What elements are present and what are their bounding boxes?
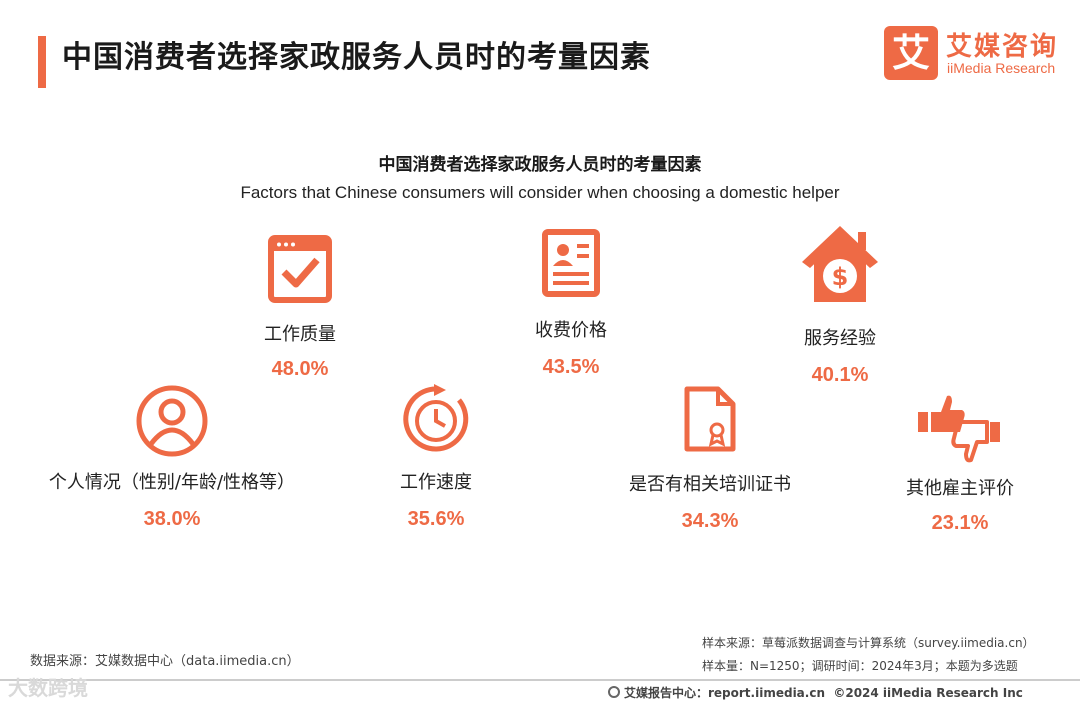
factor-label: 服务经验 (804, 328, 876, 349)
factor-item-price: 收费价格 43.5% (461, 228, 681, 378)
factor-item-speed: 工作速度 35.6% (326, 384, 546, 534)
footer-credits: 艾媒报告中心：report.iimedia.cn ©2024 iiMedia R… (608, 684, 1023, 701)
thumbs-icon (918, 395, 1000, 463)
factor-value: 40.1% (811, 364, 869, 386)
factor-label: 工作速度 (400, 472, 472, 493)
profile-card-icon (542, 229, 600, 297)
factor-label: 工作质量 (264, 324, 336, 345)
factor-label: 收费价格 (535, 320, 607, 341)
factor-item-experience: $ 服务经验 40.1% (730, 222, 950, 392)
logo-mark: 艾 (884, 26, 938, 80)
factor-value: 43.5% (542, 356, 600, 378)
factor-label: 是否有相关培训证书 (629, 474, 791, 495)
logo-text-cn: 艾媒咨询 (946, 32, 1059, 62)
factor-label: 其他雇主评价 (906, 478, 1014, 499)
globe-icon (608, 686, 620, 698)
title-accent-bar (38, 36, 46, 88)
page-title: 中国消费者选择家政服务人员时的考量因素 (62, 40, 651, 75)
factor-value: 48.0% (271, 358, 329, 380)
chart-subtitle: Factors that Chinese consumers will cons… (240, 183, 840, 202)
factor-item-employer-review: 其他雇主评价 23.1% (850, 392, 1070, 542)
clock-icon (403, 384, 469, 452)
certificate-icon (684, 386, 736, 452)
logo-text-en: iiMedia Research (947, 60, 1056, 76)
svg-text:$: $ (832, 263, 849, 291)
iimedia-logo: 艾 艾媒咨询 iiMedia Research (884, 26, 1064, 82)
sample-source: 样本来源：草莓派数据调查与计算系统（survey.iimedia.cn） (702, 636, 1035, 650)
factor-item-certificate: 是否有相关培训证书 34.3% (600, 384, 820, 534)
sample-info: 样本量：N=1250；调研时间：2024年3月；本题为多选题 (702, 659, 1018, 673)
factor-item-work-quality: 工作质量 48.0% (190, 234, 410, 384)
factor-value: 35.6% (407, 508, 465, 530)
chart-title: 中国消费者选择家政服务人员时的考量因素 (378, 155, 702, 175)
factor-item-personal: 个人情况（性别/年龄/性格等） 38.0% (49, 384, 295, 534)
person-icon (136, 385, 208, 457)
house-dollar-icon: $ (802, 226, 878, 302)
report-center-link[interactable]: 艾媒报告中心：report.iimedia.cn (624, 686, 825, 700)
copyright: ©2024 iiMedia Research Inc (833, 686, 1023, 700)
watermark: 大数跨境 (8, 676, 88, 700)
data-source: 数据来源：艾媒数据中心（data.iimedia.cn） (30, 654, 300, 669)
factor-value: 23.1% (931, 512, 989, 534)
factor-label: 个人情况（性别/年龄/性格等） (48, 472, 296, 493)
factor-value: 34.3% (681, 510, 739, 532)
footer-divider (0, 679, 1080, 681)
factor-value: 38.0% (143, 508, 201, 530)
checkbox-icon (268, 235, 332, 303)
